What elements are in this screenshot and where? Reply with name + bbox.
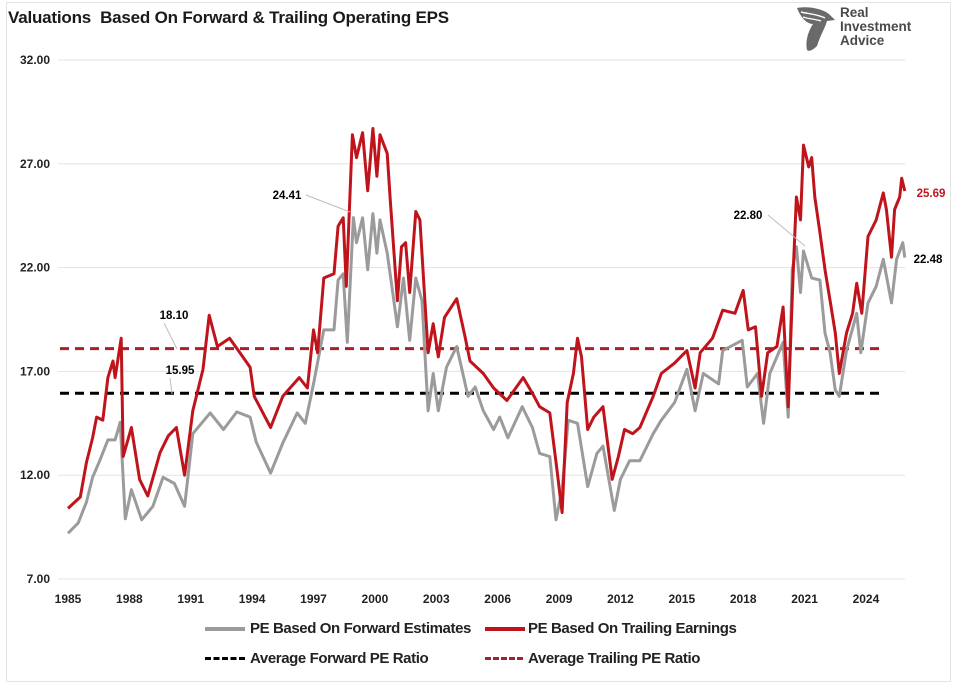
legend-swatch-trailing xyxy=(485,627,525,631)
gridlines xyxy=(58,59,905,580)
annotations: 24.41 18.10 15.95 22.80 25.69 22.48 xyxy=(160,188,946,395)
real-investment-advice-logo: Real Investment Advice xyxy=(795,4,945,54)
x-tick-label: 1988 xyxy=(116,592,143,606)
trailing-pe-line xyxy=(66,127,907,515)
annotation-label: 18.10 xyxy=(160,310,189,322)
x-tick-label: 2012 xyxy=(607,592,634,606)
y-tick-label: 12.00 xyxy=(20,468,50,482)
y-tick-label: 22.00 xyxy=(20,261,50,275)
x-tick-label: 1991 xyxy=(177,592,204,606)
x-tick-label: 2018 xyxy=(730,592,757,606)
logo-line-2: Investment xyxy=(840,19,912,34)
y-tick-label: 27.00 xyxy=(20,157,50,171)
chart-title: Valuations Based On Forward & Trailing O… xyxy=(8,8,449,27)
x-tick-label: 2021 xyxy=(791,592,818,606)
legend-avg-trailing: Average Trailing PE Ratio xyxy=(528,650,700,667)
annotation-label: 15.95 xyxy=(166,365,195,377)
x-tick-label: 2015 xyxy=(668,592,695,606)
annotation-label: 22.80 xyxy=(734,210,763,222)
legend-forward: PE Based On Forward Estimates xyxy=(250,620,471,637)
annotation-label: 25.69 xyxy=(917,188,946,200)
logo-line-3: Advice xyxy=(840,33,885,48)
annotation-leader-line xyxy=(163,322,178,350)
annotation-leader-line xyxy=(305,194,351,213)
y-tick-label: 32.00 xyxy=(20,53,50,67)
logo-line-1: Real xyxy=(840,5,869,20)
x-tick-label: 2009 xyxy=(546,592,573,606)
legend-swatch-avg-forward xyxy=(205,657,245,660)
y-tick-label: 7.00 xyxy=(27,572,51,586)
eagle-icon xyxy=(797,7,835,51)
series-lines xyxy=(66,127,907,535)
annotation-label: 24.41 xyxy=(273,190,302,202)
y-tick-label: 17.00 xyxy=(20,364,50,378)
x-tick-label: 1994 xyxy=(239,592,266,606)
logo-text: Real Investment Advice xyxy=(840,6,911,48)
annotation-leader-line xyxy=(169,377,173,395)
annotation-label: 22.48 xyxy=(914,254,943,266)
legend-trailing: PE Based On Trailing Earnings xyxy=(528,620,737,637)
legend-avg-forward: Average Forward PE Ratio xyxy=(250,650,429,667)
x-tick-label: 2000 xyxy=(362,592,389,606)
x-axis-ticks: 1985 1988 1991 1994 1997 2000 2003 2006 2009 2012… xyxy=(55,592,880,606)
forward-pe-line xyxy=(66,212,907,535)
annotation-leader-line xyxy=(767,214,806,247)
x-tick-label: 1997 xyxy=(300,592,327,606)
chart-frame xyxy=(6,2,951,682)
x-tick-label: 2003 xyxy=(423,592,450,606)
x-tick-label: 2024 xyxy=(853,592,880,606)
x-tick-label: 2006 xyxy=(484,592,511,606)
legend-swatch-avg-trailing xyxy=(485,657,523,660)
y-axis-ticks: 7.00 12.00 17.00 22.00 27.00 32.00 xyxy=(20,53,50,586)
legend-swatch-forward xyxy=(205,627,245,631)
x-tick-label: 1985 xyxy=(55,592,82,606)
